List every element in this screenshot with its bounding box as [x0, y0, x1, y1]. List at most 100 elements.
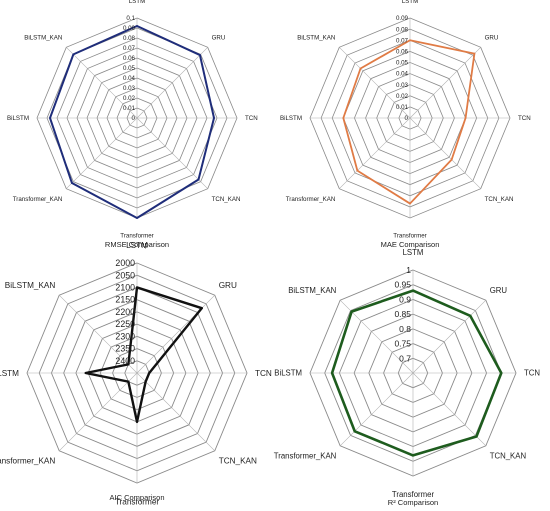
data-point — [350, 310, 353, 313]
tick-label: 0.03 — [123, 85, 136, 92]
axis-spoke — [409, 117, 481, 189]
data-point — [473, 52, 476, 55]
axis-spoke — [339, 117, 411, 189]
data-point — [148, 372, 151, 374]
data-point — [356, 169, 359, 172]
axis-label: GRU — [212, 35, 226, 42]
radar-panel-2: 0.09 0.08 0.07 0.06 0.05 0.04 0.03 0.02 0.01 0 LST… — [280, 0, 531, 249]
data-point — [353, 430, 356, 433]
axis-label: LSTM — [129, 0, 146, 5]
tick-label: 0.1 — [126, 15, 135, 22]
data-point — [475, 435, 478, 438]
tick-label: 2350 — [115, 344, 135, 354]
axis-spoke — [136, 117, 208, 189]
tick-label: 0.7 — [399, 353, 411, 363]
data-point — [450, 158, 453, 161]
tick-label: 0.03 — [396, 82, 409, 89]
radar-panel-1: 0.1 0.09 0.08 0.07 0.06 0.05 0.04 0.03 0.02 0.01 0… — [7, 0, 258, 249]
tick-label: 0.09 — [123, 25, 136, 32]
data-point — [136, 25, 138, 27]
tick-label: 0.02 — [396, 93, 409, 100]
tick-label: 0.08 — [123, 35, 136, 42]
tick-label: 2300 — [115, 331, 135, 341]
data-point — [127, 363, 130, 366]
axis-label: Transformer_KAN — [286, 196, 336, 203]
series-line — [342, 39, 476, 205]
axis-label: BiLSTM_KAN — [24, 35, 62, 42]
axis-label: LSTM — [403, 248, 424, 257]
chart-title: MAE Comparison — [381, 240, 440, 249]
tick-label: 1 — [406, 265, 411, 275]
tick-label: 2400 — [115, 356, 135, 366]
data-point — [359, 67, 362, 70]
tick-label: 0.04 — [396, 71, 409, 78]
data-point — [84, 372, 87, 374]
data-point — [409, 202, 411, 205]
tick-label: 0 — [132, 115, 136, 122]
chart-title: R² Comparison — [388, 498, 438, 507]
data-point — [412, 289, 414, 292]
axis-spoke — [339, 372, 414, 447]
axis-spoke — [339, 47, 411, 119]
axis-label: Transformer_KAN — [0, 457, 55, 466]
data-point — [342, 117, 345, 119]
axis-label: TCN_KAN — [212, 196, 241, 203]
tick-label: 2100 — [115, 283, 135, 293]
tick-label: 0.75 — [394, 339, 411, 349]
axis-spoke — [59, 372, 138, 451]
axis-label: LSTM — [402, 0, 419, 5]
data-point — [136, 286, 138, 289]
tick-label: 0.07 — [123, 45, 136, 52]
chart-title: RMSE Comparison — [105, 240, 169, 249]
data-point — [213, 117, 215, 119]
tick-label: 0.04 — [123, 75, 136, 82]
axis-spoke — [59, 295, 138, 374]
axis-label: Transformer_KAN — [274, 452, 337, 461]
tick-label: 0.07 — [396, 37, 409, 44]
axis-label: TCN — [524, 369, 540, 378]
axis-label: TCN — [245, 115, 258, 122]
axis-label: Transformer — [392, 490, 435, 499]
data-point — [49, 117, 51, 119]
axis-spoke — [136, 372, 215, 451]
axis-label: GRU — [490, 286, 508, 295]
axis-label: BiLSTM — [274, 369, 302, 378]
data-point — [412, 454, 414, 457]
tick-label: 2200 — [115, 307, 135, 317]
radar-panel-4: 1 0.95 0.9 0.85 0.8 0.75 0.7 LSTM GRU TCN TCN_KAN T… — [274, 248, 540, 507]
data-point — [136, 217, 138, 219]
chart-title: AIC Comparison — [109, 493, 164, 502]
axis-spoke — [136, 295, 215, 374]
axis-spoke — [66, 117, 138, 189]
axis-label: TCN — [518, 115, 531, 122]
axis-label: BiLSTM — [7, 115, 29, 122]
axis-label: BiLSTM_KAN — [5, 281, 56, 290]
tick-label: 2000 — [115, 258, 135, 268]
data-point — [197, 178, 200, 181]
tick-label: 0.06 — [396, 49, 409, 56]
tick-label: 0.09 — [396, 15, 409, 22]
tick-label: 0.02 — [123, 95, 136, 102]
axis-spoke — [66, 47, 138, 119]
axis-label: Transformer — [120, 233, 153, 240]
data-point — [469, 314, 472, 317]
axis-label: Transformer — [115, 497, 160, 506]
data-point — [136, 420, 138, 423]
axis-label: BiLSTM — [0, 369, 19, 378]
tick-label: 0.06 — [123, 55, 136, 62]
axis-spoke — [409, 47, 481, 119]
tick-label: 0.08 — [396, 26, 409, 33]
data-point — [200, 307, 203, 310]
tick-label: 2250 — [115, 319, 135, 329]
axis-label: Transformer_KAN — [13, 196, 63, 203]
axis-label: LSTM — [126, 241, 148, 250]
axis-label: BiLSTM_KAN — [288, 286, 336, 295]
radar-panel-3: 2000 2050 2100 2150 2200 2250 2300 2350 2400 LSTM… — [0, 241, 272, 506]
axis-label: Transformer — [393, 233, 426, 240]
axis-spoke — [412, 372, 487, 447]
data-point — [72, 53, 75, 56]
axis-label: TCN — [255, 369, 272, 378]
data-point — [409, 39, 411, 42]
tick-label: 0.01 — [396, 104, 409, 111]
